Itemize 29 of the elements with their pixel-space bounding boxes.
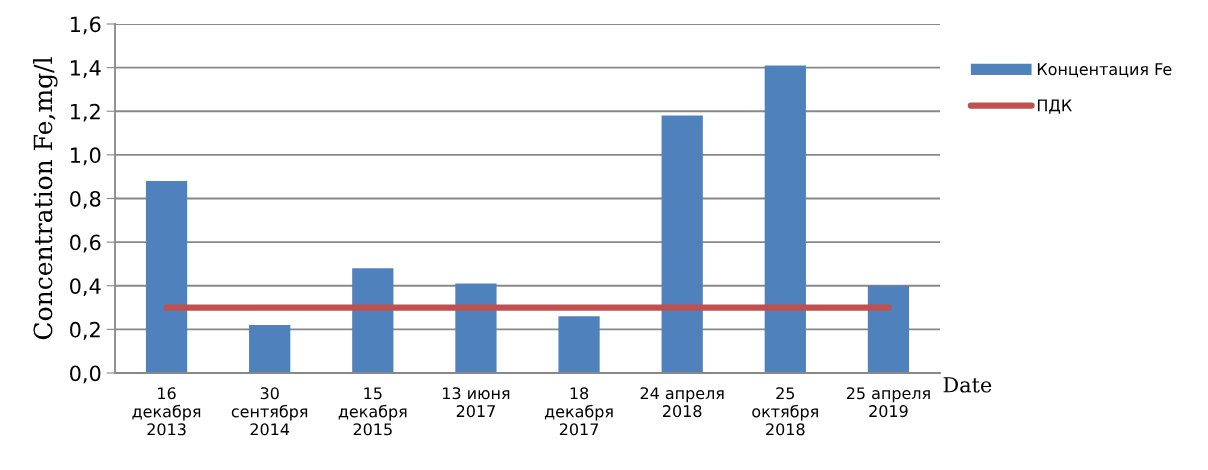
legend-label: Концентация Fe <box>1037 63 1172 78</box>
x-tick-label: 15 декабря 2015 <box>338 387 407 436</box>
x-axis-title: Date <box>943 377 992 393</box>
y-tick-label: 0,8 <box>70 190 101 209</box>
x-tick-label: 16 декабря 2013 <box>132 387 201 436</box>
bar <box>249 325 291 373</box>
y-tick-label: 1,0 <box>70 147 101 166</box>
y-tick-label: 0,6 <box>70 234 101 253</box>
y-tick-label: 0,4 <box>70 278 101 297</box>
x-tick-label: 25 апреля 2019 <box>846 387 930 418</box>
y-tick-label: 0,0 <box>70 365 101 384</box>
bar <box>661 115 703 373</box>
y-tick-label: 1,2 <box>70 103 100 122</box>
y-tick-label: 1,4 <box>70 60 101 78</box>
bar <box>455 283 497 373</box>
x-tick-label: 18 декабря 2017 <box>544 387 613 436</box>
legend-label: ПДК <box>1037 99 1072 114</box>
y-axis-title: Concentration Fe,mg/l <box>33 57 58 340</box>
y-tick-label: 0,2 <box>70 321 100 340</box>
x-tick-label: 25 октября 2018 <box>752 387 818 436</box>
bar <box>764 65 806 373</box>
bar <box>558 316 600 373</box>
x-tick-label: 13 июня 2017 <box>443 387 510 418</box>
x-tick-label: 30 сентября 2014 <box>231 387 308 436</box>
y-tick-label: 1,6 <box>70 16 101 35</box>
bar <box>352 268 394 373</box>
x-tick-label: 24 апреля 2018 <box>640 387 724 418</box>
bar <box>145 181 188 373</box>
bar <box>867 285 910 373</box>
